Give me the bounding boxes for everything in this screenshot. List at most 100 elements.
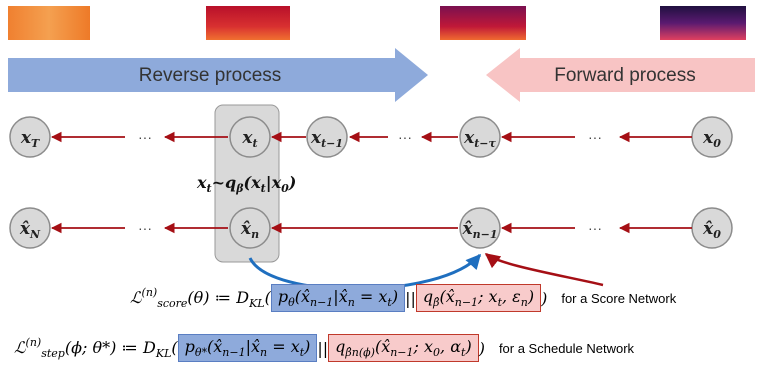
- formula-lhs: ℒ(n)score(θ) ≔ DKL(: [130, 286, 271, 310]
- node-symbol: x: [702, 128, 714, 148]
- ellipsis: ···: [588, 129, 602, 145]
- sampling-part: t: [261, 182, 266, 195]
- node-label: xT: [20, 128, 40, 150]
- sampling-part: β: [235, 182, 244, 195]
- math-part: n: [520, 296, 528, 309]
- math-part: (x̂: [439, 287, 455, 306]
- math-part: t: [461, 346, 466, 359]
- node-label: xt−τ: [463, 128, 496, 150]
- ellipsis: ···: [138, 129, 152, 145]
- node-subscript: T: [31, 137, 40, 150]
- node-subscript: n: [251, 228, 259, 241]
- sampling-part: x: [196, 173, 207, 192]
- math-part: ): [465, 337, 472, 356]
- math-part: p: [277, 287, 289, 306]
- forward-label: Forward process: [554, 65, 696, 86]
- node-symbol: x̂: [19, 219, 31, 239]
- node-label: xt−1: [310, 128, 343, 150]
- math-part: n: [347, 296, 355, 309]
- model-term: pθ(x̂n−1|x̂n = xt): [270, 284, 406, 312]
- math-part: ℒ: [14, 338, 26, 357]
- math-part: θ: [288, 296, 295, 309]
- math-part: , ε: [501, 287, 521, 306]
- red-link: [484, 252, 604, 287]
- math-part: (: [171, 338, 178, 357]
- sampling-part: ~q: [212, 173, 237, 192]
- math-part: ): [304, 337, 311, 356]
- sampling-part: (x: [244, 173, 262, 192]
- math-part: ℒ: [130, 288, 142, 307]
- math-part: p: [184, 337, 195, 356]
- node-symbol: x: [241, 128, 253, 148]
- math-part: q: [422, 287, 434, 306]
- node: [459, 116, 501, 158]
- math-part: = x: [267, 337, 300, 356]
- node: [229, 116, 271, 158]
- node: [9, 207, 51, 249]
- node: [306, 116, 348, 158]
- ellipsis: ···: [588, 220, 602, 236]
- close-paren: ): [541, 288, 548, 308]
- math-part: step: [41, 347, 65, 360]
- node-label: x̂N: [19, 219, 41, 241]
- node-symbol: x: [310, 128, 322, 148]
- math-part: (x̂: [374, 337, 391, 356]
- close-paren: ): [478, 338, 485, 358]
- node-subscript: 0: [713, 137, 721, 150]
- sampling-part: ): [288, 173, 297, 192]
- math-part: |x̂: [333, 287, 348, 306]
- math-part: (: [264, 288, 271, 307]
- node-label: x̂0: [702, 219, 721, 241]
- math-part: t: [387, 296, 392, 309]
- node-symbol: x: [20, 128, 32, 148]
- node-label: x̂n: [240, 219, 259, 241]
- formula-note: for a Schedule Network: [498, 340, 635, 356]
- math-part: n−1: [390, 346, 414, 359]
- node-subscript: n−1: [473, 228, 498, 241]
- math-part: = x: [354, 287, 388, 306]
- sampling-part: 0: [281, 182, 289, 195]
- math-part: (n): [25, 336, 42, 349]
- separator: ||: [405, 288, 416, 308]
- step-formula: ℒ(n)step(ϕ; θ*) ≔ DKL(pθ*(x̂n−1|x̂n = xt…: [0, 334, 763, 362]
- node-symbol: x̂: [240, 219, 252, 239]
- clean-spectrogram: [660, 6, 746, 40]
- math-part: n−1: [454, 296, 479, 309]
- node-subscript: 0: [713, 228, 721, 241]
- math-part: ; x: [413, 337, 434, 356]
- forward-arrow: [486, 48, 755, 102]
- node: [459, 207, 501, 249]
- node-label: xt: [241, 128, 257, 150]
- posterior-term: qβ̂(x̂n−1; xt, εn): [415, 284, 542, 312]
- node-symbol: x̂: [702, 219, 714, 239]
- node: [229, 207, 271, 249]
- math-part: β̂: [433, 296, 440, 309]
- math-part: (θ) ≔ D: [187, 288, 250, 307]
- math-part: ): [391, 287, 399, 306]
- posterior-term: qβ̂n(ϕ)(x̂n−1; x0, αt): [328, 334, 479, 362]
- sampling-part: |x: [266, 173, 282, 192]
- math-part: score: [157, 297, 188, 310]
- math-part: , α: [440, 337, 462, 356]
- math-part: |x̂: [245, 337, 261, 356]
- math-part: q: [335, 337, 346, 356]
- spectrogram: [440, 6, 526, 40]
- math-part: ; x: [478, 287, 498, 306]
- node-label: x̂n−1: [461, 219, 497, 241]
- nodes: xT xt xt−1 xt−τ x0··· ··· ···x̂N x̂n x̂n−1 x̂0···…: [9, 116, 733, 249]
- separator: ||: [317, 338, 329, 358]
- math-part: β̂n(ϕ): [345, 346, 375, 359]
- math-part: (ϕ; θ*) ≔ D: [64, 338, 156, 357]
- math-part: KL: [249, 297, 265, 310]
- sampling-part: t: [207, 182, 212, 195]
- formula-lhs: ℒ(n)step(ϕ; θ*) ≔ DKL(: [14, 336, 178, 360]
- node-symbol: x: [463, 128, 475, 148]
- math-part: n−1: [309, 296, 334, 309]
- math-part: ): [527, 287, 535, 306]
- math-part: θ*: [194, 346, 208, 359]
- math-part: 0: [433, 346, 441, 359]
- ellipsis: ···: [138, 220, 152, 236]
- math-part: n: [260, 346, 268, 359]
- ellipsis: ···: [398, 129, 412, 145]
